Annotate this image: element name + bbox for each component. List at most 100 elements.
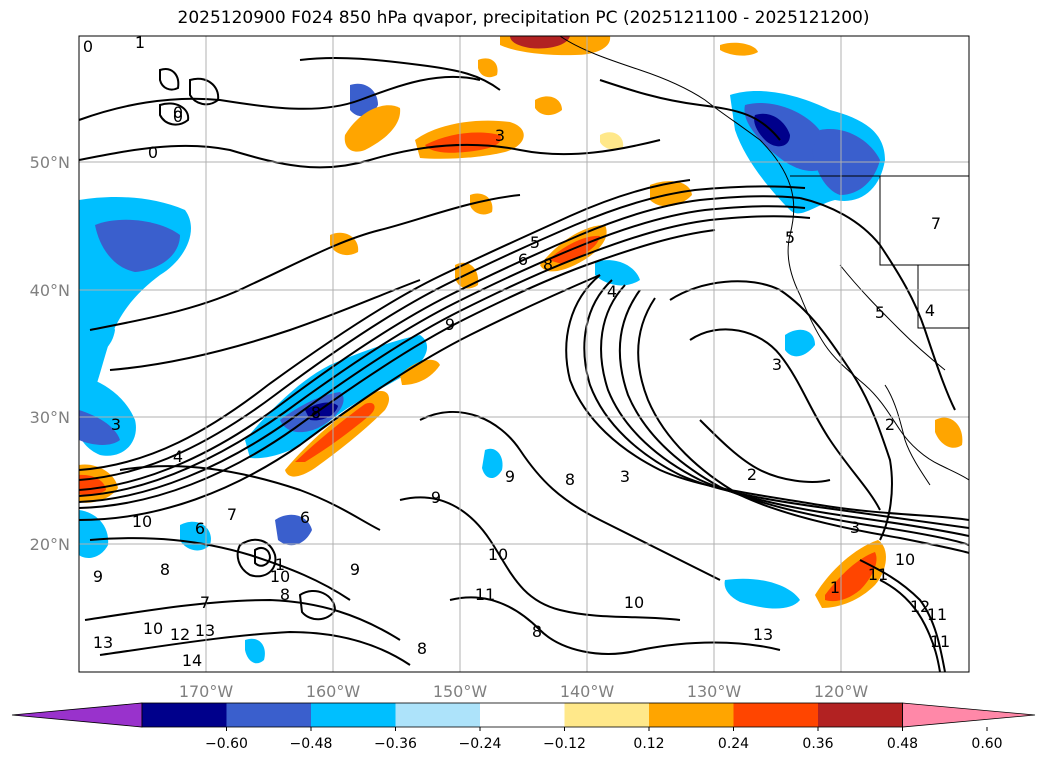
colorbar-tick-label: −0.48 (290, 736, 333, 752)
colorbar-tick-label: 0.48 (887, 736, 918, 752)
contour-label: 1 (135, 33, 145, 52)
contour-label: 10 (270, 567, 290, 586)
colorbar-tick-label: 0.24 (718, 736, 749, 752)
colorbar-segment (818, 703, 903, 727)
contour-label: 13 (753, 625, 773, 644)
lon-label-170w: 170°W (179, 682, 234, 701)
contour-label: 4 (925, 301, 935, 320)
gridlines (79, 36, 969, 672)
contour-label: 0 (148, 143, 158, 162)
contour-line (79, 185, 806, 481)
contour-label: 1 (275, 555, 285, 574)
colorbar-segment (649, 703, 734, 727)
colorbar-outline (141, 702, 903, 728)
contour-label: 11 (868, 565, 888, 584)
contour-line (298, 590, 337, 621)
contour-line (669, 280, 893, 541)
contour-line (79, 179, 691, 471)
lat-label-20n: 20°N (30, 535, 70, 554)
contour-label: 8 (417, 639, 427, 658)
contour-label: 8 (543, 255, 553, 274)
colorbar-tick-label: −0.24 (459, 736, 502, 752)
contour-label: 13 (93, 633, 113, 652)
contour-label: 8 (565, 470, 575, 489)
colorbar-tick-label: 0.60 (971, 736, 1002, 752)
precip-region (825, 552, 877, 602)
precip-region (400, 359, 440, 385)
contour-line (254, 547, 272, 567)
contour-label: 8 (280, 585, 290, 604)
contour-label: 12 (170, 625, 190, 644)
contour-line (89, 537, 351, 601)
precip-region (535, 96, 562, 116)
contour-line (879, 579, 941, 672)
precip-region (595, 260, 640, 286)
figure-title: 2025120900 F024 850 hPa qvapor, precipit… (177, 8, 870, 28)
contour-line (236, 538, 277, 578)
contour-label: 9 (431, 488, 441, 507)
precip-region (79, 410, 120, 445)
contour-label: 12 (910, 597, 930, 616)
contour-label: 4 (173, 447, 183, 466)
precip-region (275, 514, 312, 546)
contour-line (84, 598, 401, 641)
precip-region (79, 290, 115, 357)
contour-label: 3 (850, 518, 860, 537)
colorbar-extend-low (11, 702, 143, 728)
precip-negative-shading (79, 83, 885, 664)
colorbar-extend-high (902, 702, 1036, 728)
precip-region (600, 132, 624, 150)
contour-line (299, 56, 501, 91)
contour-line (79, 229, 716, 509)
contour-label: 9 (505, 467, 515, 486)
colorbar-segment (311, 703, 396, 727)
precip-region (510, 36, 570, 49)
precip-region (295, 402, 375, 462)
contour-label: 8 (160, 560, 170, 579)
contour-label: 8 (311, 403, 321, 422)
colorbar-tick-label: 0.12 (633, 736, 664, 752)
precip-region (482, 448, 503, 479)
contour-label: 3 (772, 355, 782, 374)
contour-label: 3 (495, 126, 505, 145)
precip-region (470, 193, 493, 215)
contour-label: 11 (475, 585, 495, 604)
qvapor-contours (79, 56, 969, 672)
colorbar-segment (480, 703, 565, 727)
contour-line (189, 77, 220, 106)
colorbar-segment (226, 703, 311, 727)
colorbar-tick-label: 0.36 (802, 736, 833, 752)
contour-label: 7 (931, 214, 941, 233)
contour-line (699, 419, 831, 483)
contour-line (79, 195, 801, 491)
contour-label: 0 (173, 107, 183, 126)
contour-label: 1 (830, 578, 840, 597)
lon-label-140w: 140°W (560, 682, 615, 701)
coastlines (559, 36, 969, 486)
contour-label: 11 (927, 605, 947, 624)
precip-region (344, 105, 401, 152)
contour-label: 9 (350, 560, 360, 579)
contour-line (79, 215, 811, 503)
contour-label: 9 (93, 567, 103, 586)
contour-line (79, 75, 481, 121)
colorbar-tick-label: −0.12 (543, 736, 586, 752)
precip-region (785, 329, 815, 357)
coastline (884, 384, 931, 486)
contour-label: 13 (195, 621, 215, 640)
contour-line (689, 328, 881, 511)
colorbar-segment (142, 703, 227, 727)
contour-label: 6 (518, 250, 528, 269)
contour-line (799, 197, 956, 411)
contour-label: 3 (111, 415, 121, 434)
contour-line (637, 297, 969, 554)
lon-label-130w: 130°W (687, 682, 742, 701)
precip-region (935, 417, 963, 448)
contour-label: 6 (195, 519, 205, 538)
contour-label: 5 (875, 303, 885, 322)
contour-line (859, 559, 946, 672)
colorbar-segment (733, 703, 818, 727)
contour-line (79, 205, 806, 497)
